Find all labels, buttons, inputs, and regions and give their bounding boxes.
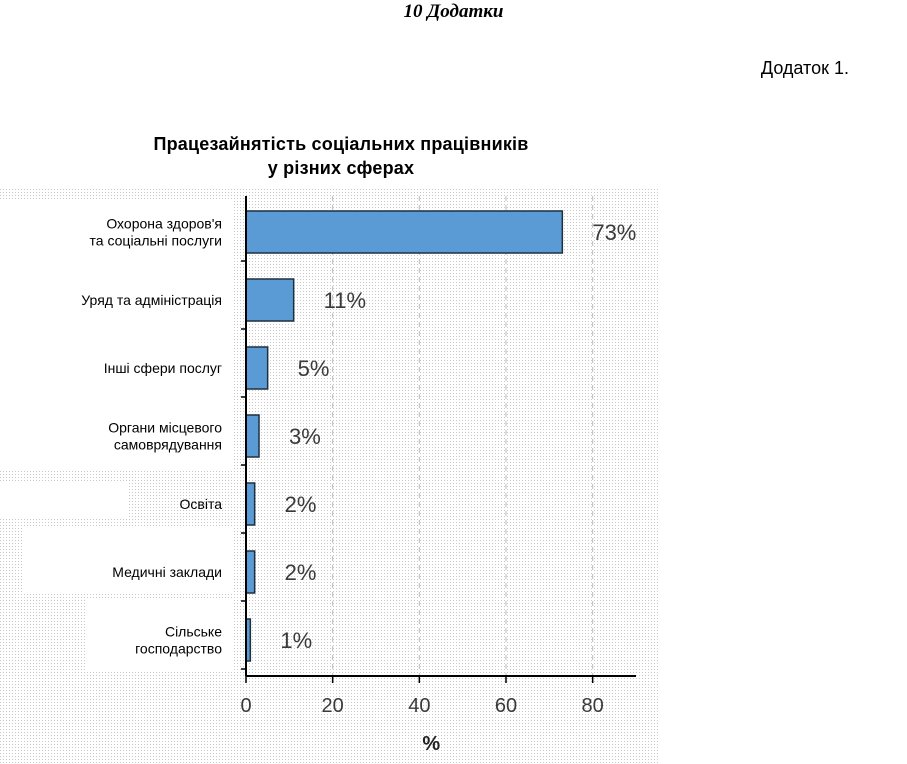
label-mask-4 bbox=[86, 598, 232, 670]
chart-title-line-1: Працезайнятість соціальних працівників bbox=[153, 134, 529, 154]
grid bbox=[332, 196, 594, 676]
bar bbox=[245, 210, 564, 254]
value-label: 1% bbox=[280, 628, 312, 653]
x-tick-label: 0 bbox=[240, 695, 251, 717]
appendix-label: Додаток 1. bbox=[760, 58, 849, 78]
x-tick-label: 80 bbox=[582, 695, 604, 717]
bar bbox=[245, 482, 256, 526]
chart-title: Працезайнятість соціальних працівників у… bbox=[100, 132, 582, 180]
category-label: Охорона здоров'я bbox=[106, 216, 222, 232]
category-label: та соціальні послуги bbox=[90, 233, 222, 249]
chart-title-line-2: у різних сферах bbox=[267, 158, 415, 178]
bar bbox=[245, 278, 295, 322]
label-mask-3 bbox=[22, 528, 232, 592]
label-mask-1 bbox=[0, 200, 232, 470]
labels: 73% Охорона здоров'ята соціальні послуги 1… bbox=[81, 216, 636, 756]
value-label: 73% bbox=[592, 220, 636, 245]
value-label: 11% bbox=[324, 288, 366, 313]
category-label: Освіта bbox=[180, 496, 223, 512]
value-label: 3% bbox=[289, 424, 321, 449]
x-tick-label: 40 bbox=[408, 695, 430, 717]
category-label: Уряд та адміністрація bbox=[81, 292, 222, 308]
bars bbox=[245, 210, 564, 662]
x-tick-label: 60 bbox=[495, 695, 517, 717]
category-label: Медичні заклади bbox=[112, 564, 222, 580]
category-label: самоврядування bbox=[114, 437, 222, 453]
value-label: 2% bbox=[285, 560, 317, 585]
header-title: 10 Додатки bbox=[403, 1, 504, 22]
bar bbox=[245, 346, 269, 390]
bar bbox=[245, 414, 260, 458]
category-label: Органи місцевого bbox=[108, 420, 222, 436]
value-label: 2% bbox=[285, 492, 317, 517]
category-label: господарство bbox=[135, 641, 222, 657]
category-label: Інші сфери послуг bbox=[104, 360, 222, 376]
x-tick-label: 20 bbox=[322, 695, 344, 717]
label-mask-2 bbox=[0, 482, 128, 518]
value-label: 5% bbox=[298, 356, 330, 381]
axes bbox=[241, 196, 636, 683]
category-label: Сільське bbox=[165, 624, 222, 640]
x-axis-title: % bbox=[422, 733, 440, 755]
bar bbox=[245, 550, 256, 594]
